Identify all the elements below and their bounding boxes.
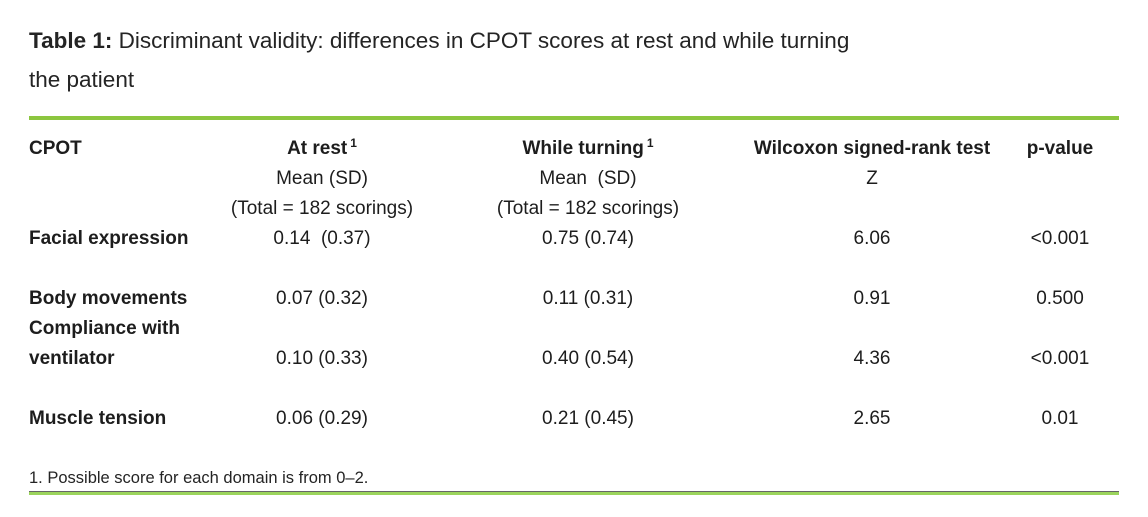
top-rule xyxy=(29,116,1119,120)
header-while-turning: While turning 1 xyxy=(433,134,743,164)
row-label-line1: Compliance with xyxy=(29,318,180,339)
header-at-rest-mean-sd: Mean (SD) xyxy=(276,168,368,189)
header-while-turning-total: (Total = 182 scorings) xyxy=(496,198,680,219)
header-while-turning-mean-sd: Mean (SD) xyxy=(539,168,637,189)
header-at-rest: At rest 1 xyxy=(211,134,433,164)
header-at-rest-label: At rest xyxy=(287,138,348,159)
table-footnote: 1. Possible score for each domain is fro… xyxy=(29,467,1119,492)
header-empty-cell xyxy=(29,194,211,224)
bottom-rule xyxy=(29,492,1119,495)
row-label: Body movements xyxy=(29,288,188,309)
header-empty-cell xyxy=(743,194,1001,224)
table-cell: 0.10 (0.33) xyxy=(276,348,368,369)
table-caption-label: Table 1: xyxy=(29,28,113,53)
table-cell-empty xyxy=(211,314,433,344)
row-label-line2: ventilator xyxy=(29,348,115,369)
table-cell: <0.001 xyxy=(1030,228,1090,249)
table-cell: 0.07 (0.32) xyxy=(276,288,368,309)
data-table: CPOT At rest 1 While turning 1 Wilcoxon si… xyxy=(29,134,1119,434)
table-cell: 6.06 xyxy=(853,228,891,249)
row-label: Muscle tension xyxy=(29,408,167,429)
table-cell: 0.21 (0.45) xyxy=(542,408,634,429)
table-cell: 0.500 xyxy=(1036,288,1084,309)
table-cell: 0.06 (0.29) xyxy=(276,408,368,429)
header-wilcoxon-z: Z xyxy=(866,168,878,189)
header-empty-cell xyxy=(29,164,211,194)
table-cell-empty xyxy=(1001,314,1119,344)
header-cpot: CPOT xyxy=(29,138,82,159)
header-empty-cell xyxy=(1001,194,1119,224)
table-caption-text: Discriminant validity: differences in CP… xyxy=(112,28,850,53)
table-cell: 0.40 (0.54) xyxy=(542,348,634,369)
footnote-marker: 1 xyxy=(350,135,357,150)
table-caption: Table 1: Discriminant validity: differen… xyxy=(29,0,1119,99)
row-spacer xyxy=(29,254,1119,284)
header-wilcoxon: Wilcoxon signed-rank test xyxy=(753,138,991,159)
header-while-turning-label: While turning xyxy=(522,138,644,159)
table-cell: 0.01 xyxy=(1041,408,1079,429)
row-label: Facial expression xyxy=(29,228,189,249)
table-cell: 4.36 xyxy=(853,348,891,369)
table-cell: 0.14 (0.37) xyxy=(273,228,371,249)
table-cell: <0.001 xyxy=(1030,348,1090,369)
row-spacer xyxy=(29,374,1119,404)
header-p-value: p-value xyxy=(1026,138,1094,159)
table-caption-text-line2: the patient xyxy=(29,67,135,92)
table-cell-empty xyxy=(743,314,1001,344)
header-at-rest-total: (Total = 182 scorings) xyxy=(230,198,414,219)
header-empty-cell xyxy=(1001,164,1119,194)
table-cell: 0.75 (0.74) xyxy=(542,228,634,249)
table-cell: 0.11 (0.31) xyxy=(542,288,634,309)
footnote-marker: 1 xyxy=(646,135,654,150)
table-cell-empty xyxy=(433,314,743,344)
table-cell: 0.91 xyxy=(853,288,891,309)
table-cell: 2.65 xyxy=(853,408,891,429)
